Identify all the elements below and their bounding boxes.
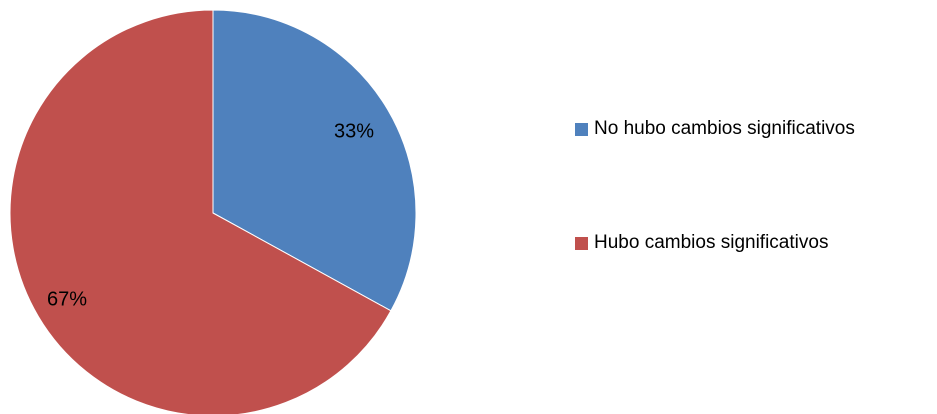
legend-swatch-no-hubo-cambios [575,122,588,136]
legend-item-hubo-cambios: Hubo cambios significativos [575,232,828,254]
pie-data-labels: 33% 67% [47,120,374,310]
legend-label-hubo-cambios: Hubo cambios significativos [594,232,829,253]
pie-slice-0 [212,9,417,312]
pie-data-label-1: 67% [47,288,87,310]
pie-slices [9,9,417,414]
pie-data-label-0: 33% [334,120,374,142]
pie-slice-1 [9,9,392,414]
legend-swatch-hubo-cambios [575,236,588,250]
legend: No hubo cambios significativos Hubo camb… [575,0,937,414]
legend-label-no-hubo-cambios: No hubo cambios significativos [594,118,855,139]
legend-item-no-hubo-cambios: No hubo cambios significativos [575,118,855,140]
